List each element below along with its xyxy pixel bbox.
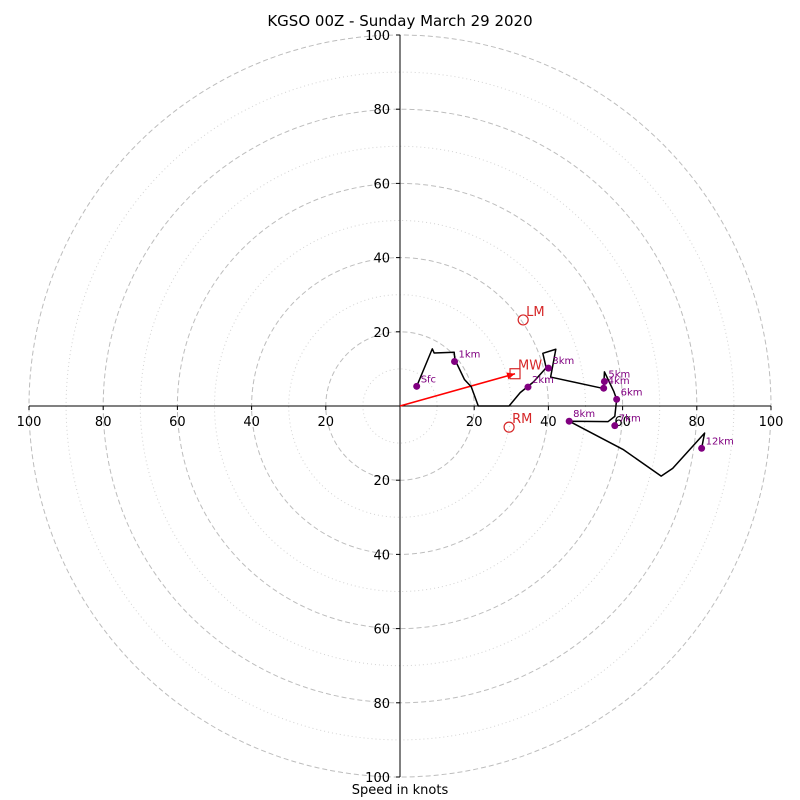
storm-motion-label: LM bbox=[526, 305, 544, 320]
y-tick-label: 40 bbox=[373, 252, 390, 267]
x-tick-label: 100 bbox=[759, 415, 784, 430]
storm-motion-markers: LM MW RM bbox=[503, 305, 545, 433]
x-tick-label: 40 bbox=[243, 415, 260, 430]
x-tick-label: 60 bbox=[614, 415, 631, 430]
y-tick-label: 40 bbox=[373, 548, 390, 563]
height-marker-dot bbox=[524, 383, 532, 391]
storm-motion-marker bbox=[517, 314, 529, 326]
storm-motion-marker bbox=[509, 368, 521, 380]
height-marker-dot bbox=[611, 422, 619, 430]
mean-wind-arrowhead bbox=[506, 372, 516, 380]
mean-wind-vector-group bbox=[399, 372, 516, 407]
storm-motion-marker bbox=[503, 421, 515, 433]
y-tick-label: 60 bbox=[373, 177, 390, 192]
x-axis-label: Speed in knots bbox=[351, 783, 449, 798]
height-marker-label: Sfc bbox=[421, 374, 436, 385]
x-tick-label: 60 bbox=[169, 415, 186, 430]
storm-motion-label: RM bbox=[512, 412, 532, 427]
hodograph-trace-group bbox=[416, 348, 706, 477]
mean-wind-vector bbox=[399, 372, 516, 407]
height-marker-dot bbox=[544, 364, 552, 372]
y-tick-label: 100 bbox=[365, 29, 390, 44]
y-tick-label: 20 bbox=[373, 474, 390, 489]
x-tick-label: 100 bbox=[17, 415, 42, 430]
height-marker-label: 5km bbox=[608, 370, 630, 381]
height-marker-dot bbox=[600, 384, 608, 392]
y-tick-label: 60 bbox=[373, 623, 390, 638]
x-tick-label: 40 bbox=[540, 415, 557, 430]
hodograph-trace bbox=[416, 348, 706, 477]
storm-motion-label: MW bbox=[518, 359, 542, 374]
x-tick-label: 20 bbox=[318, 415, 335, 430]
height-marker-label: 3km bbox=[552, 356, 574, 367]
height-marker-dot bbox=[565, 417, 573, 425]
tick-labels: 100 80 60 40 20 20 40 60 80 100 100 80 60 40 20 20 40 60 8… bbox=[17, 29, 784, 786]
y-tick-label: 20 bbox=[373, 326, 390, 341]
y-tick-label: 100 bbox=[365, 771, 390, 786]
height-marker-dot bbox=[451, 357, 459, 365]
height-marker-label: 6km bbox=[621, 387, 643, 398]
height-marker-label: 4km bbox=[608, 376, 630, 387]
height-marker-label: 7km bbox=[619, 414, 641, 425]
height-marker-dot bbox=[698, 444, 706, 452]
x-tick-label: 80 bbox=[95, 415, 112, 430]
y-tick-label: 80 bbox=[373, 103, 390, 118]
height-marker-label: 12km bbox=[706, 436, 734, 447]
height-marker-label: 1km bbox=[459, 349, 481, 360]
chart-title: KGSO 00Z - Sunday March 29 2020 bbox=[267, 12, 533, 30]
x-tick-label: 80 bbox=[689, 415, 706, 430]
height-marker-label: 2km bbox=[532, 375, 554, 386]
y-tick-label: 80 bbox=[373, 697, 390, 712]
x-tick-label: 20 bbox=[466, 415, 483, 430]
height-marker-dot bbox=[600, 378, 608, 386]
height-marker-dot bbox=[413, 382, 421, 390]
height-marker-dot bbox=[613, 395, 621, 403]
height-marker-label: 8km bbox=[573, 409, 595, 420]
